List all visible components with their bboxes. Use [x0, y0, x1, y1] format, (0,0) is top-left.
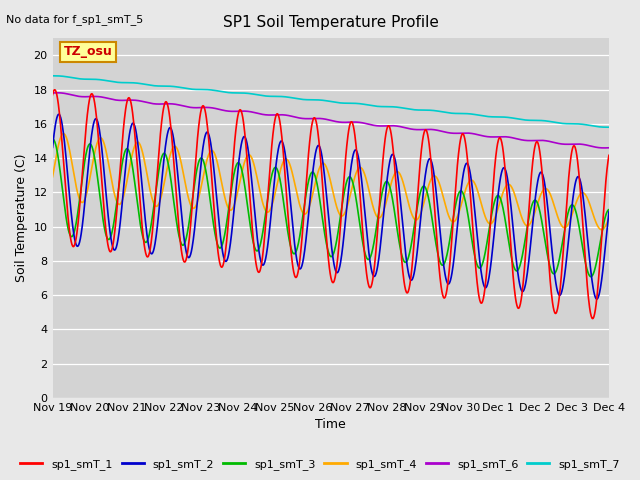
Legend: sp1_smT_1, sp1_smT_2, sp1_smT_3, sp1_smT_4, sp1_smT_6, sp1_smT_7: sp1_smT_1, sp1_smT_2, sp1_smT_3, sp1_smT… — [16, 455, 624, 474]
X-axis label: Time: Time — [316, 419, 346, 432]
Title: SP1 Soil Temperature Profile: SP1 Soil Temperature Profile — [223, 15, 438, 30]
Y-axis label: Soil Temperature (C): Soil Temperature (C) — [15, 154, 28, 282]
Text: TZ_osu: TZ_osu — [63, 45, 113, 58]
Text: No data for f_sp1_smT_5: No data for f_sp1_smT_5 — [6, 14, 143, 25]
